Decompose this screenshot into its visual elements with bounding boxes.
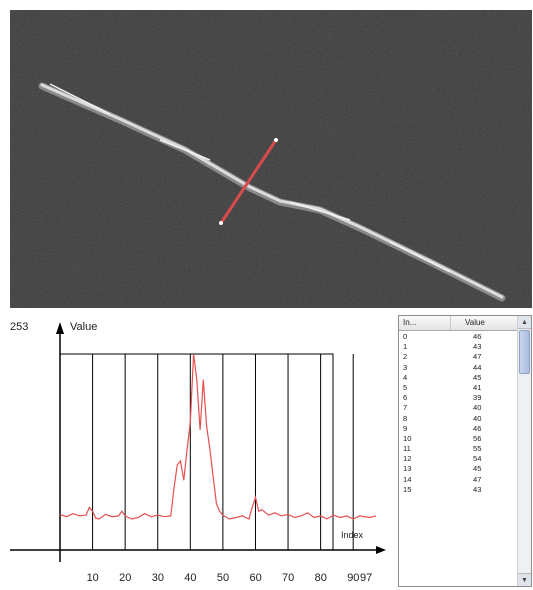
x-axis-arrow xyxy=(376,546,386,554)
cell-index: 1 xyxy=(403,342,408,352)
table-row[interactable]: 4 45 xyxy=(399,373,517,383)
cell-value: 47 xyxy=(473,352,482,362)
cell-value: 41 xyxy=(473,382,482,392)
table-row[interactable]: 13 45 xyxy=(399,464,517,474)
cell-index: 4 xyxy=(403,372,408,382)
micrograph-grain xyxy=(10,10,532,308)
y-axis-arrow xyxy=(56,322,64,334)
column-header-value[interactable]: Value xyxy=(465,318,485,327)
table-rows: 0 46 1 43 2 47 3 44 4 45 5 41 6 39 7 40 8 40 9 46 10 56 11 55 12… xyxy=(399,332,517,495)
cell-index: 14 xyxy=(403,474,412,484)
table-row[interactable]: 7 40 xyxy=(399,403,517,413)
x-axis-label: Index xyxy=(341,530,364,540)
x-tick-label: 50 xyxy=(217,572,229,584)
cell-value: 40 xyxy=(473,413,482,423)
table-row[interactable]: 14 47 xyxy=(399,475,517,485)
cell-index: 5 xyxy=(403,382,408,392)
x-tick-label: 10 xyxy=(87,572,99,584)
cell-value: 39 xyxy=(473,393,482,403)
scroll-up-arrow-icon[interactable]: ▲ xyxy=(518,316,531,329)
cell-value: 56 xyxy=(473,433,482,443)
cell-value: 46 xyxy=(473,332,482,341)
table-row[interactable]: 2 47 xyxy=(399,352,517,362)
cell-index: 11 xyxy=(403,444,411,454)
cell-value: 55 xyxy=(473,444,482,454)
cell-value: 43 xyxy=(473,342,482,352)
x-tick-label: 40 xyxy=(184,572,196,584)
x-end-label: 97 xyxy=(360,572,372,584)
cell-index: 3 xyxy=(403,362,408,372)
profile-value-table[interactable]: In... Value 0 46 1 43 2 47 3 44 4 45 5 41 6 39 7 40 8 40 9… xyxy=(398,315,532,587)
table-row[interactable]: 0 46 xyxy=(399,332,517,342)
table-row[interactable]: 11 55 xyxy=(399,444,517,454)
profile-line-end-handle[interactable] xyxy=(274,138,278,142)
nanowire xyxy=(38,82,506,302)
cell-index: 10 xyxy=(403,433,412,443)
sem-micrograph[interactable] xyxy=(10,10,532,308)
table-row[interactable]: 1 43 xyxy=(399,342,517,352)
x-tick-label: 90 xyxy=(347,572,359,584)
x-tick-label: 20 xyxy=(119,572,131,584)
cell-index: 9 xyxy=(403,423,408,433)
cell-value: 40 xyxy=(473,403,482,413)
x-tick-label: 80 xyxy=(315,572,327,584)
table-scrollbar[interactable]: ▲ ▼ xyxy=(517,316,531,586)
cell-index: 7 xyxy=(403,403,408,413)
x-tick-label: 70 xyxy=(282,572,294,584)
cell-value: 54 xyxy=(473,454,482,464)
cell-value: 47 xyxy=(473,474,482,484)
profile-line-start-handle[interactable] xyxy=(219,221,223,225)
cell-index: 6 xyxy=(403,393,408,403)
table-row[interactable]: 12 54 xyxy=(399,454,517,464)
micrograph-canvas[interactable] xyxy=(10,10,532,308)
column-header-index[interactable]: In... xyxy=(399,316,451,330)
y-axis-label: Value xyxy=(70,321,97,333)
table-row[interactable]: 15 43 xyxy=(399,485,517,495)
cell-value: 44 xyxy=(473,362,482,372)
cell-index: 2 xyxy=(403,352,408,362)
profile-plot: 10 20 30 40 50 60 70 80 90 253 Value Index 97 xyxy=(10,318,392,586)
cell-index: 8 xyxy=(403,413,408,423)
cell-value: 45 xyxy=(473,464,482,474)
x-tick-labels: 10 20 30 40 50 60 70 80 90 xyxy=(87,572,360,584)
cell-index: 0 xyxy=(403,332,408,341)
cell-value: 45 xyxy=(473,372,482,382)
scroll-thumb[interactable] xyxy=(519,330,530,374)
scroll-down-arrow-icon[interactable]: ▼ xyxy=(518,573,531,586)
profile-chart: 10 20 30 40 50 60 70 80 90 253 Value Index 97 xyxy=(10,321,386,584)
cell-index: 13 xyxy=(403,464,412,474)
table-row[interactable]: 5 41 xyxy=(399,383,517,393)
y-max-label: 253 xyxy=(10,321,28,333)
cell-value: 43 xyxy=(473,484,482,494)
table-row[interactable]: 6 39 xyxy=(399,393,517,403)
table-row[interactable]: 10 56 xyxy=(399,434,517,444)
profile-series-line xyxy=(59,353,377,520)
table-row[interactable]: 9 46 xyxy=(399,424,517,434)
profile-line-marker[interactable] xyxy=(219,139,278,224)
x-tick-label: 30 xyxy=(152,572,164,584)
table-header: In... Value xyxy=(399,316,517,331)
cell-index: 15 xyxy=(403,484,412,494)
x-tick-label: 60 xyxy=(249,572,261,584)
cell-value: 46 xyxy=(473,423,482,433)
table-row[interactable]: 3 44 xyxy=(399,363,517,373)
cell-index: 12 xyxy=(403,454,412,464)
table-row[interactable]: 8 40 xyxy=(399,414,517,424)
grid-lines xyxy=(92,354,354,550)
